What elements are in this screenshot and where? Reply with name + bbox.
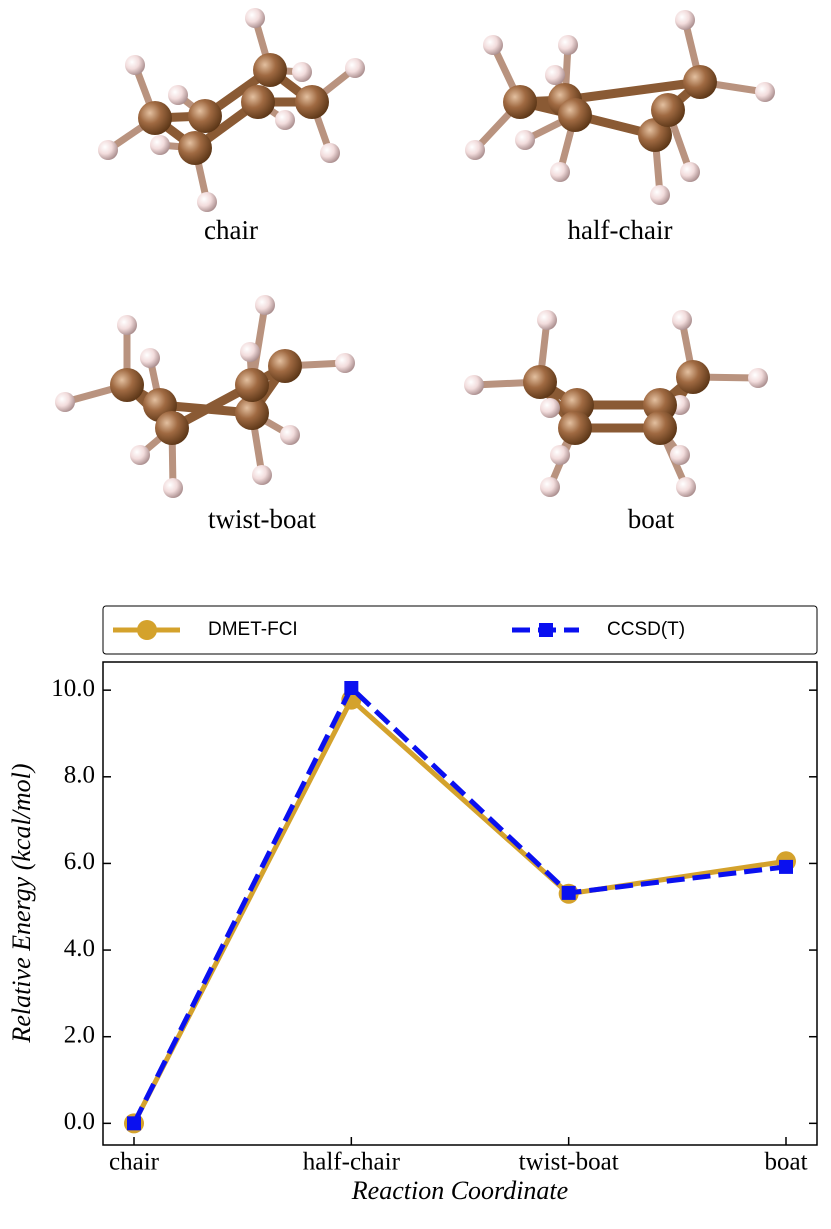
marker	[127, 1116, 141, 1131]
x-tick-label: half-chair	[303, 1149, 401, 1176]
marker	[137, 620, 157, 640]
carbon	[138, 101, 172, 135]
hydrogen	[670, 445, 690, 465]
molecule-label: twist-boat	[208, 504, 316, 534]
marker	[344, 680, 359, 695]
carbon	[295, 85, 329, 119]
carbon	[651, 93, 685, 127]
hydrogen	[675, 10, 695, 30]
hydrogen	[464, 375, 484, 395]
hydrogen	[150, 135, 170, 155]
hydrogen	[483, 35, 503, 55]
hydrogen	[125, 55, 145, 75]
carbon	[558, 98, 592, 132]
hydrogen	[130, 445, 150, 465]
carbon	[558, 411, 592, 445]
y-tick-label: 10.0	[51, 675, 95, 702]
hydrogen	[245, 8, 265, 28]
molecule-label: half-chair	[568, 215, 673, 245]
hydrogen	[240, 342, 260, 362]
hydrogen	[335, 353, 355, 373]
line	[131, 683, 787, 1125]
hydrogen	[515, 130, 535, 150]
hydrogen	[465, 140, 485, 160]
carbon	[676, 360, 710, 394]
hydrogen	[550, 162, 570, 182]
hydrogen	[755, 82, 775, 102]
y-tick-label: 2.0	[64, 1021, 95, 1048]
molecule-label: chair	[204, 215, 258, 245]
y-tick-label: 8.0	[64, 762, 95, 789]
hydrogen	[275, 110, 295, 130]
hydrogen	[676, 477, 696, 497]
carbon	[683, 65, 717, 99]
carbon	[235, 396, 269, 430]
x-axis-label: Reaction Coordinate	[351, 1176, 568, 1205]
carbon	[188, 99, 222, 133]
legend-label: CCSD(T)	[607, 619, 685, 640]
hydrogen	[550, 445, 570, 465]
hydrogen	[680, 162, 700, 182]
y-tick-label: 6.0	[64, 848, 95, 875]
y-tick-label: 0.0	[64, 1108, 95, 1135]
hydrogen	[540, 398, 560, 418]
hydrogen	[255, 295, 275, 315]
hydrogen	[748, 368, 768, 388]
carbon	[241, 85, 275, 119]
hydrogen	[540, 477, 560, 497]
hydrogen	[117, 315, 137, 335]
carbon	[643, 411, 677, 445]
hydrogen	[650, 185, 670, 205]
molecule-twist-boat	[55, 295, 355, 498]
carbon	[638, 118, 672, 152]
hydrogen	[345, 58, 365, 78]
carbon	[268, 349, 302, 383]
hydrogen	[672, 310, 692, 330]
marker	[561, 885, 576, 900]
carbon	[253, 53, 287, 87]
x-tick-label: chair	[109, 1149, 160, 1176]
hydrogen	[292, 62, 312, 82]
y-axis-label: Relative Energy (kcal/mol)	[7, 763, 36, 1043]
carbon	[110, 368, 144, 402]
x-tick-label: boat	[764, 1149, 807, 1176]
carbon	[503, 85, 537, 119]
marker	[779, 859, 793, 874]
legend-box	[102, 605, 818, 655]
hydrogen	[197, 192, 217, 212]
line	[131, 695, 787, 1125]
molecule-half-chair	[465, 10, 775, 205]
hydrogen	[140, 348, 160, 368]
molecule-boat	[464, 310, 768, 497]
hydrogen	[55, 392, 75, 412]
molecule-chair	[98, 8, 365, 212]
hydrogen	[98, 140, 118, 160]
x-tick-label: twist-boat	[519, 1149, 619, 1176]
carbon	[235, 368, 269, 402]
marker	[539, 623, 553, 637]
carbon	[523, 365, 557, 399]
legend-label: DMET-FCI	[208, 619, 298, 640]
hydrogen	[168, 85, 188, 105]
molecule-label: boat	[628, 504, 675, 534]
hydrogen	[280, 425, 300, 445]
hydrogen	[163, 478, 183, 498]
hydrogen	[545, 65, 565, 85]
hydrogen	[252, 465, 272, 485]
plot-frame	[102, 661, 818, 1146]
hydrogen	[558, 35, 578, 55]
carbon	[178, 131, 212, 165]
carbon	[155, 411, 189, 445]
hydrogen	[320, 143, 340, 163]
hydrogen	[537, 310, 557, 330]
ring	[150, 65, 317, 153]
y-tick-label: 4.0	[64, 935, 95, 962]
